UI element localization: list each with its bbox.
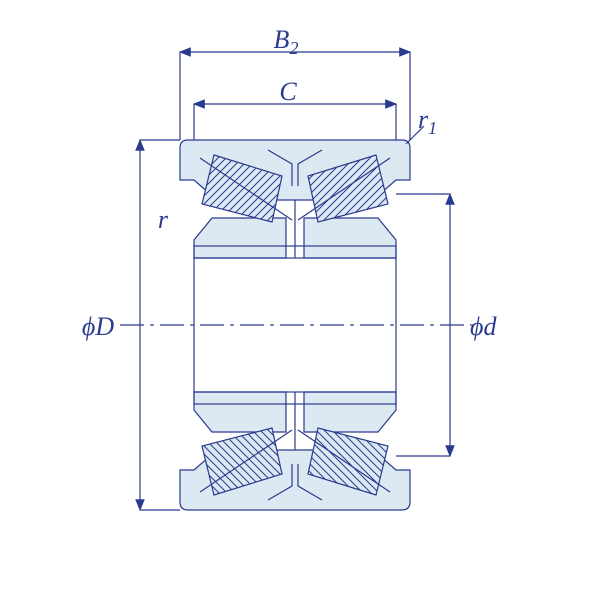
- label-phiD: ϕD: [82, 312, 114, 341]
- label-phid: ϕd: [470, 312, 497, 341]
- label-r1-sub: 1: [428, 118, 437, 138]
- label-r1: r1: [418, 105, 437, 138]
- label-B2: B2: [274, 25, 299, 58]
- label-r: r: [158, 205, 169, 234]
- label-B2-main: B: [274, 25, 290, 54]
- label-B2-sub: 2: [289, 38, 298, 58]
- label-C: C: [279, 77, 297, 106]
- bearing-diagram: B2 C r1 r ϕD ϕd: [0, 0, 600, 600]
